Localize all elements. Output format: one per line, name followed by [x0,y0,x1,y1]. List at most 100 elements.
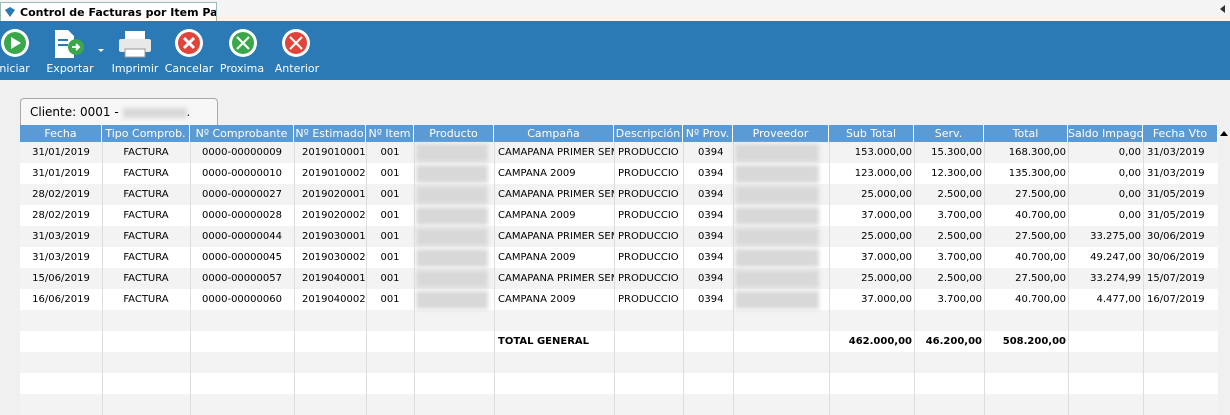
toolbar-button[interactable]: Proxima [219,62,265,75]
cell: 37.000,00 [861,252,912,263]
cell: 31/05/2019 [1147,189,1205,200]
cell: 49.247,00 [1090,252,1141,263]
cell: 33.274,99 [1090,273,1141,284]
column-header[interactable]: Sub Total [829,125,914,142]
column-divider [914,142,915,415]
cell: 001 [380,189,400,200]
cell: 2.500,00 [937,273,982,284]
row-stripe [20,289,1218,310]
cell: PRODUCCIO [618,273,679,284]
cell: 001 [380,147,400,158]
cell: PRODUCCIO [618,189,679,200]
cell: 0394 [698,147,724,158]
icon-exportar [55,30,104,58]
column-header[interactable]: Proveedor [733,125,829,142]
cell: 27.500,00 [1015,231,1066,242]
cell: 0394 [698,168,724,179]
column-header[interactable]: Fecha [20,125,102,142]
row-stripe [20,184,1218,205]
cell: 31/03/2019 [1147,147,1205,158]
column-header[interactable]: Descripción [614,125,683,142]
cell: 001 [380,252,400,263]
redacted [735,144,819,162]
cell: 30/06/2019 [1147,231,1205,242]
scrollbar[interactable] [1218,125,1230,415]
cell: 001 [380,273,400,284]
cell: 0000-00000028 [202,210,282,221]
cell: CAMPANA 2009 [498,210,576,221]
cell: 0394 [698,189,724,200]
cell: FACTURA [123,168,169,179]
cell: 25.000,00 [861,189,912,200]
toolbar-button[interactable]: Imprimir [111,62,159,75]
column-header[interactable]: Fecha Vto [1143,125,1218,142]
toolbar: Iniciar Exportar Imprimir Cancelar Proxima An… [0,22,1230,80]
cell: CAMAPANA PRIMER SEME [498,273,614,284]
cell: 0,00 [1118,210,1141,221]
column-header[interactable]: Nº Prov. [683,125,733,142]
redacted [735,186,819,204]
document-tab[interactable]: Control de Facturas por Item Pau... [0,2,217,21]
toolbar-button[interactable]: Exportar [46,62,94,75]
row-stripe [20,373,1218,394]
cell: 0394 [698,210,724,221]
cell: 0394 [698,273,724,284]
cell: 2019040002 [302,294,366,305]
column-header[interactable]: Saldo Impago [1068,125,1143,142]
cell: 168.300,00 [1008,147,1066,158]
cell: FACTURA [123,189,169,200]
cell: 2019020001 [302,189,366,200]
client-tab[interactable]: Cliente: 0001 - . [20,98,218,125]
row-stripe [20,268,1218,289]
cell: 135.300,00 [1008,168,1066,179]
cell: 15/07/2019 [1147,273,1205,284]
column-header[interactable]: Total [984,125,1068,142]
column-header[interactable]: Nº Estimado [294,125,366,142]
cell: 2.500,00 [937,189,982,200]
cell: 153.000,00 [854,147,912,158]
cell: 31/03/2019 [1147,168,1205,179]
cell: 16/06/2019 [32,294,90,305]
column-divider [294,142,295,415]
column-header[interactable]: Campaña [494,125,614,142]
cell: 37.000,00 [861,210,912,221]
cell: PRODUCCIO [618,252,679,263]
row-stripe [20,142,1218,163]
cell: 15/06/2019 [32,273,90,284]
cell: 12.300,00 [931,168,982,179]
toolbar-button[interactable]: Anterior [274,62,320,75]
cell: FACTURA [123,231,169,242]
cell: 0000-00000057 [202,273,282,284]
client-label: Cliente: 0001 - [30,105,119,119]
row-stripe [20,226,1218,247]
icon-imprimir [119,31,151,58]
column-divider [1143,142,1144,415]
row-stripe [20,352,1218,373]
cell: 28/02/2019 [32,210,90,221]
cell: 0000-00000045 [202,252,282,263]
cell: 27.500,00 [1015,189,1066,200]
column-divider [1068,142,1069,415]
icon-proxima [229,29,257,57]
column-header[interactable]: Serv. [914,125,984,142]
cell: 37.000,00 [861,294,912,305]
row-stripe [20,394,1218,415]
redacted [735,228,819,246]
scroll-up[interactable] [1218,128,1230,140]
cell: 0394 [698,252,724,263]
column-header[interactable]: Producto [414,125,494,142]
column-header[interactable]: Nº Comprobante [190,125,294,142]
cell: 001 [380,210,400,221]
column-header[interactable]: Tipo Comprob. [102,125,190,142]
total-cell: 462.000,00 [848,336,912,347]
cell: FACTURA [123,147,169,158]
cell: 16/07/2019 [1147,294,1205,305]
tab-arrow[interactable] [1218,4,1228,14]
tab-bar: Control de Facturas por Item Pau... [0,0,1230,22]
cell: CAMAPANA PRIMER SEME [498,147,614,158]
column-header[interactable]: Nº Item [366,125,414,142]
toolbar-button[interactable]: Iniciar [0,62,30,75]
tab-icon [5,7,15,17]
toolbar-button[interactable]: Cancelar [164,62,214,75]
row-stripe [20,163,1218,184]
